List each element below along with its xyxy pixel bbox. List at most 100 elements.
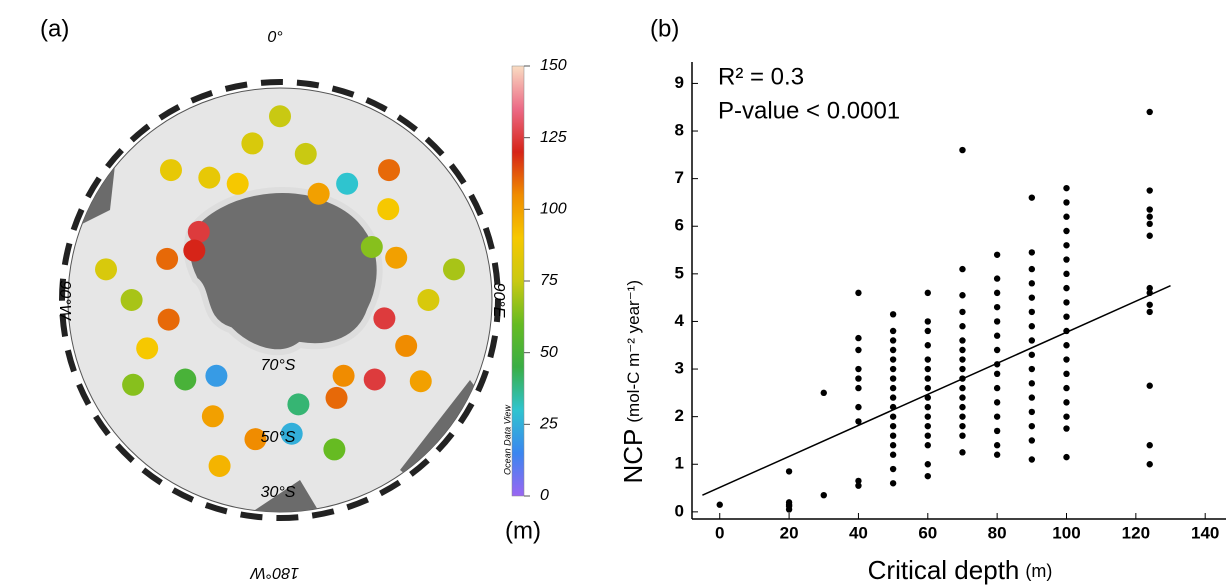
point	[1147, 383, 1153, 389]
map	[60, 82, 500, 530]
map-point	[287, 393, 309, 415]
map-point	[395, 335, 417, 357]
point	[994, 413, 1000, 419]
map-point	[323, 438, 345, 460]
point	[890, 347, 896, 353]
point	[890, 480, 896, 486]
map-point	[188, 221, 210, 243]
map-point	[417, 289, 439, 311]
point	[959, 323, 965, 329]
map-point	[308, 183, 330, 205]
point	[1029, 409, 1035, 415]
point	[1063, 454, 1069, 460]
y-tick-label: 4	[675, 311, 685, 330]
point	[994, 399, 1000, 405]
point	[925, 375, 931, 381]
point	[1063, 185, 1069, 191]
point	[925, 328, 931, 334]
map-label: 0°	[267, 29, 283, 46]
x-tick-label: 140	[1191, 523, 1219, 542]
x-tick-label: 0	[715, 523, 724, 542]
point	[994, 428, 1000, 434]
y-axis-label-main: NCP	[618, 429, 648, 484]
colorbar-tick-label: 100	[540, 201, 567, 218]
point	[959, 347, 965, 353]
map-point	[361, 236, 383, 258]
point	[959, 147, 965, 153]
point	[890, 385, 896, 391]
point	[959, 449, 965, 455]
point	[959, 404, 965, 410]
x-tick-label: 40	[849, 523, 868, 542]
x-tick-label: 60	[918, 523, 937, 542]
point	[890, 311, 896, 317]
map-point	[183, 240, 205, 262]
point	[994, 252, 1000, 258]
point	[1063, 385, 1069, 391]
point	[890, 337, 896, 343]
map-point	[378, 159, 400, 181]
point	[959, 366, 965, 372]
point	[1147, 309, 1153, 315]
map-label: 90°W	[56, 280, 73, 321]
point	[1063, 313, 1069, 319]
point	[1063, 199, 1069, 205]
point	[1029, 266, 1035, 272]
map-label: 70°S	[261, 357, 296, 374]
point	[1029, 280, 1035, 286]
point	[1063, 356, 1069, 362]
fit-line	[702, 286, 1170, 495]
map-label: 30°S	[261, 484, 296, 501]
point	[1029, 309, 1035, 315]
point	[925, 318, 931, 324]
point	[994, 371, 1000, 377]
point	[1147, 187, 1153, 193]
map-point	[385, 247, 407, 269]
point	[1063, 256, 1069, 262]
map-point	[333, 365, 355, 387]
point	[855, 290, 861, 296]
point	[890, 432, 896, 438]
point	[786, 468, 792, 474]
point	[994, 385, 1000, 391]
panel-label: (a)	[40, 15, 69, 42]
point	[890, 452, 896, 458]
point	[959, 423, 965, 429]
y-tick-label: 6	[675, 216, 684, 235]
point	[1029, 294, 1035, 300]
point	[994, 452, 1000, 458]
point	[890, 413, 896, 419]
point	[855, 366, 861, 372]
y-tick-label: 0	[675, 501, 684, 520]
x-axis-label-main: Critical depth	[868, 555, 1020, 585]
point	[1147, 442, 1153, 448]
point	[1147, 206, 1153, 212]
colorbar-tick-label: 0	[540, 487, 549, 504]
x-axis-label: Critical depth(m)	[868, 555, 1053, 585]
point	[1029, 366, 1035, 372]
point	[890, 394, 896, 400]
point	[1029, 423, 1035, 429]
point	[1029, 394, 1035, 400]
point	[786, 502, 792, 508]
point	[821, 390, 827, 396]
point	[925, 413, 931, 419]
point	[1029, 249, 1035, 255]
point	[994, 347, 1000, 353]
point	[1147, 233, 1153, 239]
point	[890, 375, 896, 381]
y-tick-label: 8	[675, 121, 684, 140]
point	[925, 356, 931, 362]
point	[1063, 271, 1069, 277]
point	[1029, 323, 1035, 329]
point	[1063, 228, 1069, 234]
figure: (a) 0° 90°E 180°W 90°W 70°S 50°S 30°S Oc…	[0, 0, 1230, 588]
colorbar-unit: (m)	[505, 517, 541, 544]
point	[959, 413, 965, 419]
point	[959, 292, 965, 298]
point	[855, 385, 861, 391]
watermark: Ocean Data View	[502, 405, 512, 475]
point	[1063, 425, 1069, 431]
map-point	[336, 173, 358, 195]
point	[1063, 413, 1069, 419]
